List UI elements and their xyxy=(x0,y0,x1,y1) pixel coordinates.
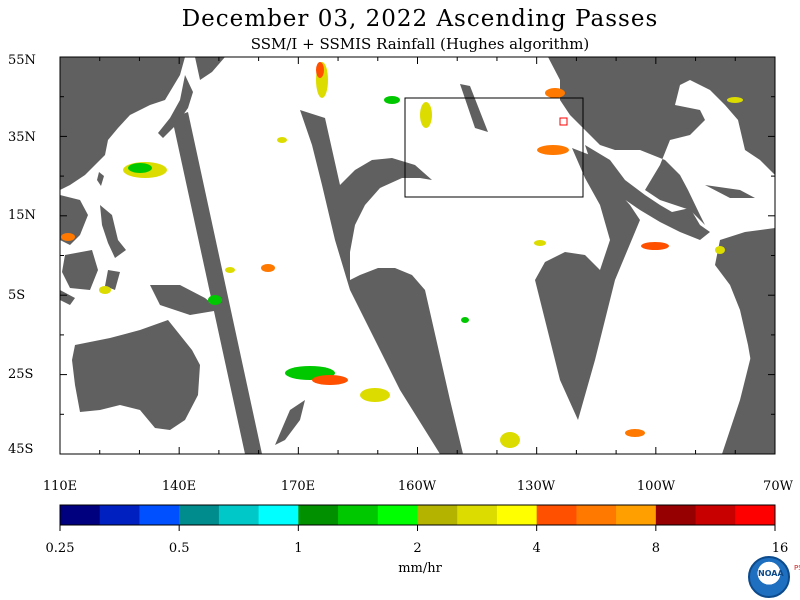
colorbar-swatch xyxy=(99,505,140,525)
land-masses xyxy=(60,57,775,454)
north-america-landmass xyxy=(548,57,775,225)
rainfall-patches xyxy=(61,62,743,448)
lat-label: 45S xyxy=(8,442,34,457)
map-title: December 03, 2022 Ascending Passes xyxy=(181,6,659,32)
asia-landmass xyxy=(60,57,185,190)
rain-patch xyxy=(384,96,400,104)
colorbar-swatch xyxy=(695,505,736,525)
lon-label: 170E xyxy=(280,479,316,494)
rain-patch xyxy=(545,88,565,98)
rain-patch xyxy=(625,429,645,437)
rain-patch xyxy=(277,137,287,143)
swath-gap-2 xyxy=(300,110,463,454)
australia-landmass xyxy=(72,320,200,430)
rain-patch xyxy=(534,240,546,246)
japan-landmass xyxy=(158,75,193,138)
region-box xyxy=(404,97,584,198)
taiwan-landmass xyxy=(97,172,104,186)
colorbar-swatch xyxy=(417,505,458,525)
rain-patch xyxy=(99,286,111,294)
colorbar-swatch xyxy=(377,505,418,525)
new-guinea-landmass xyxy=(150,285,220,315)
colorbar-swatch xyxy=(457,505,498,525)
rain-patch xyxy=(461,317,469,323)
lat-label: 5S xyxy=(8,288,26,303)
sumatra-landmass xyxy=(60,290,75,305)
noaa-logo xyxy=(748,556,790,598)
rain-patch xyxy=(61,233,75,241)
cuba-landmass xyxy=(705,185,755,198)
rain-patch xyxy=(316,62,324,78)
colorbar-swatch xyxy=(496,505,538,525)
borneo-landmass xyxy=(62,250,98,290)
colorbar-swatch xyxy=(338,505,379,525)
colorbar-swatch xyxy=(616,505,657,525)
rain-patch xyxy=(500,432,520,448)
lon-label: 160W xyxy=(397,479,437,494)
lon-label: 130W xyxy=(516,479,556,494)
swath-gap-1 xyxy=(172,112,262,454)
colorbar-swatch xyxy=(298,505,339,525)
kamchatka-landmass xyxy=(195,57,225,80)
colorbar-swatch xyxy=(60,505,101,525)
noaa-logo-text: NOAA xyxy=(758,569,784,578)
rain-patch xyxy=(420,102,432,128)
lon-label: 110E xyxy=(42,479,78,494)
lon-label: 100W xyxy=(636,479,676,494)
swath-gap-5 xyxy=(722,320,775,454)
colorbar-label: 0.5 xyxy=(168,541,190,556)
swath-gap-3 xyxy=(460,84,488,132)
colorbar-swatch xyxy=(735,505,776,525)
rain-patch xyxy=(225,267,235,273)
lat-label: 25S xyxy=(8,367,34,382)
rain-patch xyxy=(128,163,152,173)
new-zealand-landmass xyxy=(275,400,305,445)
axis-ticks xyxy=(59,56,776,455)
marker-box xyxy=(559,117,568,126)
map-subtitle: SSM/I + SSMIS Rainfall (Hughes algorithm… xyxy=(250,35,590,53)
colorbar-label: 8 xyxy=(651,541,660,556)
rain-patch xyxy=(360,388,390,402)
lat-label: 35N xyxy=(8,130,36,145)
colorbar-swatch xyxy=(218,505,260,525)
rain-patch xyxy=(261,264,275,272)
rain-patch xyxy=(727,97,743,103)
indochina-landmass xyxy=(60,195,88,245)
colorbar-swatch xyxy=(179,505,220,525)
rain-patch xyxy=(312,375,348,385)
colorbar-swatch xyxy=(139,505,180,525)
lon-label: 140E xyxy=(161,479,197,494)
colorbar-swatch xyxy=(536,505,577,525)
colorbar-label: 1 xyxy=(294,541,303,556)
colorbar-swatch xyxy=(576,505,617,525)
psl-logo-text: PSL xyxy=(794,564,800,572)
sulawesi-landmass xyxy=(105,270,120,290)
swath-gap-4 xyxy=(535,148,640,420)
mexico-landmass xyxy=(585,145,710,240)
lat-label: 55N xyxy=(8,53,36,68)
rain-patch xyxy=(641,242,669,250)
rain-patch xyxy=(208,295,222,305)
rain-patch xyxy=(537,145,569,155)
colorbar-label: 2 xyxy=(413,541,422,556)
units-label: mm/hr xyxy=(398,561,442,576)
colorbar-swatch xyxy=(655,505,697,525)
lat-label: 15N xyxy=(8,208,36,223)
colorbar-label: 16 xyxy=(771,541,789,556)
colorbar-label: 0.25 xyxy=(45,541,75,556)
colorbar xyxy=(59,504,776,531)
rain-patch xyxy=(715,246,725,254)
philippines-landmass xyxy=(100,205,126,258)
lon-label: 70W xyxy=(763,479,793,494)
colorbar-label: 4 xyxy=(532,541,541,556)
colorbar-swatch xyxy=(258,505,299,525)
swath-gaps xyxy=(172,84,775,454)
